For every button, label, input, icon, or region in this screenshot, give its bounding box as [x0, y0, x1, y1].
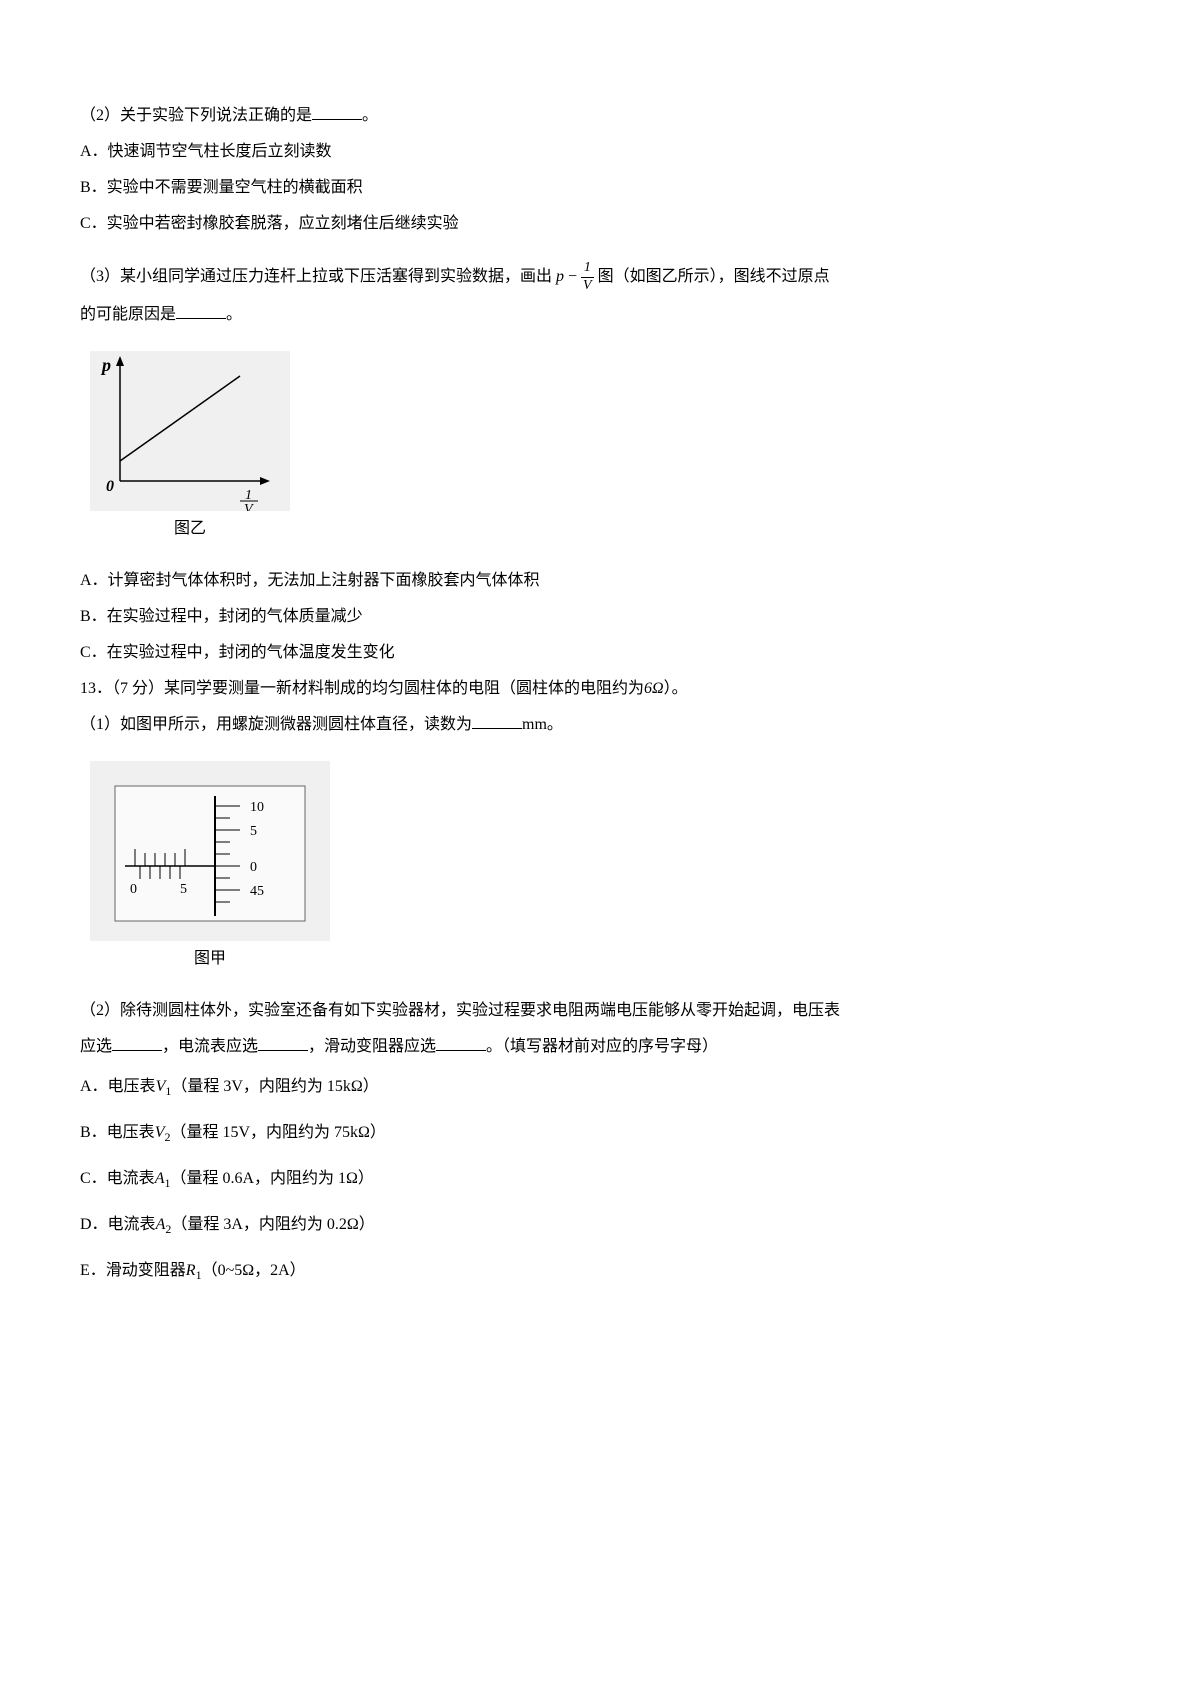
inst-c-prefix: C．电流表 — [80, 1170, 155, 1187]
q3-option-a: A．计算密封气体体积时，无法加上注射器下面橡胶套内气体体积 — [80, 565, 1120, 597]
q3-suffix: 图（如图乙所示），图线不过原点 — [598, 268, 830, 285]
q13-2-prefix: （2）除待测圆柱体外，实验室还备有如下实验器材，实验过程要求电阻两端电压能够从零… — [80, 1002, 840, 1019]
q3-line2: 的可能原因是 — [80, 306, 176, 323]
q13-2-l2-prefix: 应选 — [80, 1038, 112, 1055]
chart-yi: p 0 1 V — [90, 351, 290, 511]
inst-a-sym: V — [156, 1078, 166, 1095]
micrometer-caption: 图甲 — [90, 943, 330, 975]
vernier-0: 0 — [250, 860, 257, 875]
inst-e-suffix: （0~5Ω，2A） — [202, 1262, 306, 1279]
question-13-2-line2: 应选 ，电流表应选 ，滑动变阻器应选 。（填写器材前对应的序号字母） — [80, 1031, 1120, 1063]
question-3-line2: 的可能原因是 。 — [80, 299, 1120, 331]
question-13-2-line1: （2）除待测圆柱体外，实验室还备有如下实验器材，实验过程要求电阻两端电压能够从零… — [80, 995, 1120, 1027]
question-13-stem: 13．（7 分）某同学要测量一新材料制成的均匀圆柱体的电阻（圆柱体的电阻约为6Ω… — [80, 673, 1120, 705]
question-13-1: （1）如图甲所示，用螺旋测微器测圆柱体直径，读数为 mm。 — [80, 709, 1120, 741]
main-0: 0 — [130, 882, 137, 897]
q13-suffix: ）。 — [664, 680, 688, 697]
question-3-line1: （3）某小组同学通过压力连杆上拉或下压活塞得到实验数据，画出 p − 1 V 图… — [80, 260, 1120, 295]
q3-fraction: 1 V — [581, 260, 594, 295]
inst-e-sym: R — [186, 1262, 196, 1279]
q13-2-suffix: 。（填写器材前对应的序号字母） — [486, 1038, 718, 1055]
instrument-b: B．电压表V2（量程 15V，内阻约为 75kΩ） — [80, 1117, 1120, 1149]
q13-resistance: 6Ω — [644, 680, 664, 697]
inst-c-sym: A — [155, 1170, 165, 1187]
micrometer: 0 5 10 5 0 45 — [90, 761, 330, 941]
figure-jia-container: 0 5 10 5 0 45 图甲 — [80, 761, 1120, 975]
chart-yi-caption: 图乙 — [90, 513, 290, 545]
vernier-5: 5 — [250, 824, 257, 839]
q13-1-blank — [472, 709, 522, 728]
q3-p-var: p — [556, 268, 564, 285]
y-label: p — [100, 355, 111, 375]
main-5: 5 — [180, 882, 187, 897]
q13-2-blank2 — [258, 1031, 308, 1050]
q13-2-blank3 — [436, 1031, 486, 1050]
q3-prefix: （3）某小组同学通过压力连杆上拉或下压活塞得到实验数据，画出 — [80, 268, 556, 285]
q2-text: （2）关于实验下列说法正确的是 — [80, 107, 312, 124]
micrometer-body — [115, 786, 305, 921]
q13-1-unit: mm。 — [522, 716, 563, 733]
instrument-a: A．电压表V1（量程 3V，内阻约为 15kΩ） — [80, 1071, 1120, 1103]
minus-sign: − — [568, 268, 581, 285]
q13-2-blank1 — [112, 1031, 162, 1050]
q3-frac-num: 1 — [581, 260, 594, 278]
q2-option-b: B．实验中不需要测量空气柱的横截面积 — [80, 172, 1120, 204]
origin-label: 0 — [106, 478, 114, 495]
chart-yi-svg: p 0 1 V — [90, 351, 290, 511]
inst-a-suffix: （量程 3V，内阻约为 15kΩ） — [171, 1078, 378, 1095]
instrument-e: E．滑动变阻器R1（0~5Ω，2A） — [80, 1255, 1120, 1287]
instrument-d: D．电流表A2（量程 3A，内阻约为 0.2Ω） — [80, 1209, 1120, 1241]
question-2-stem: （2）关于实验下列说法正确的是 。 — [80, 100, 1120, 132]
instrument-c: C．电流表A1（量程 0.6A，内阻约为 1Ω） — [80, 1163, 1120, 1195]
inst-b-prefix: B．电压表 — [80, 1124, 155, 1141]
q13-2-seg2: ，电流表应选 — [162, 1038, 258, 1055]
q3-option-b: B．在实验过程中，封闭的气体质量减少 — [80, 601, 1120, 633]
inst-e-prefix: E．滑动变阻器 — [80, 1262, 186, 1279]
inst-d-suffix: （量程 3A，内阻约为 0.2Ω） — [171, 1216, 374, 1233]
inst-d-sym: A — [156, 1216, 166, 1233]
q13-1-prefix: （1）如图甲所示，用螺旋测微器测圆柱体直径，读数为 — [80, 716, 472, 733]
q13-2-seg3: ，滑动变阻器应选 — [308, 1038, 436, 1055]
micrometer-svg: 0 5 10 5 0 45 — [90, 761, 330, 941]
q2-option-c: C．实验中若密封橡胶套脱落，应立刻堵住后继续实验 — [80, 208, 1120, 240]
inst-a-prefix: A．电压表 — [80, 1078, 156, 1095]
figure-yi-container: p 0 1 V 图乙 — [80, 351, 1120, 545]
inst-c-suffix: （量程 0.6A，内阻约为 1Ω） — [170, 1170, 373, 1187]
q2-option-a: A．快速调节空气柱长度后立刻读数 — [80, 136, 1120, 168]
vernier-45: 45 — [250, 884, 264, 899]
inst-d-prefix: D．电流表 — [80, 1216, 156, 1233]
inst-b-suffix: （量程 15V，内阻约为 75kΩ） — [170, 1124, 385, 1141]
q3-frac-den: V — [581, 278, 594, 295]
q3-line2-suffix: 。 — [226, 306, 242, 323]
vernier-10: 10 — [250, 800, 264, 815]
inst-b-sym: V — [155, 1124, 165, 1141]
q2-suffix: 。 — [362, 107, 378, 124]
q13-prefix: 13．（7 分）某同学要测量一新材料制成的均匀圆柱体的电阻（圆柱体的电阻约为 — [80, 680, 644, 697]
q3-blank — [176, 299, 226, 318]
q3-option-c: C．在实验过程中，封闭的气体温度发生变化 — [80, 637, 1120, 669]
q2-blank — [312, 101, 362, 120]
x-label-den: V — [244, 502, 254, 511]
